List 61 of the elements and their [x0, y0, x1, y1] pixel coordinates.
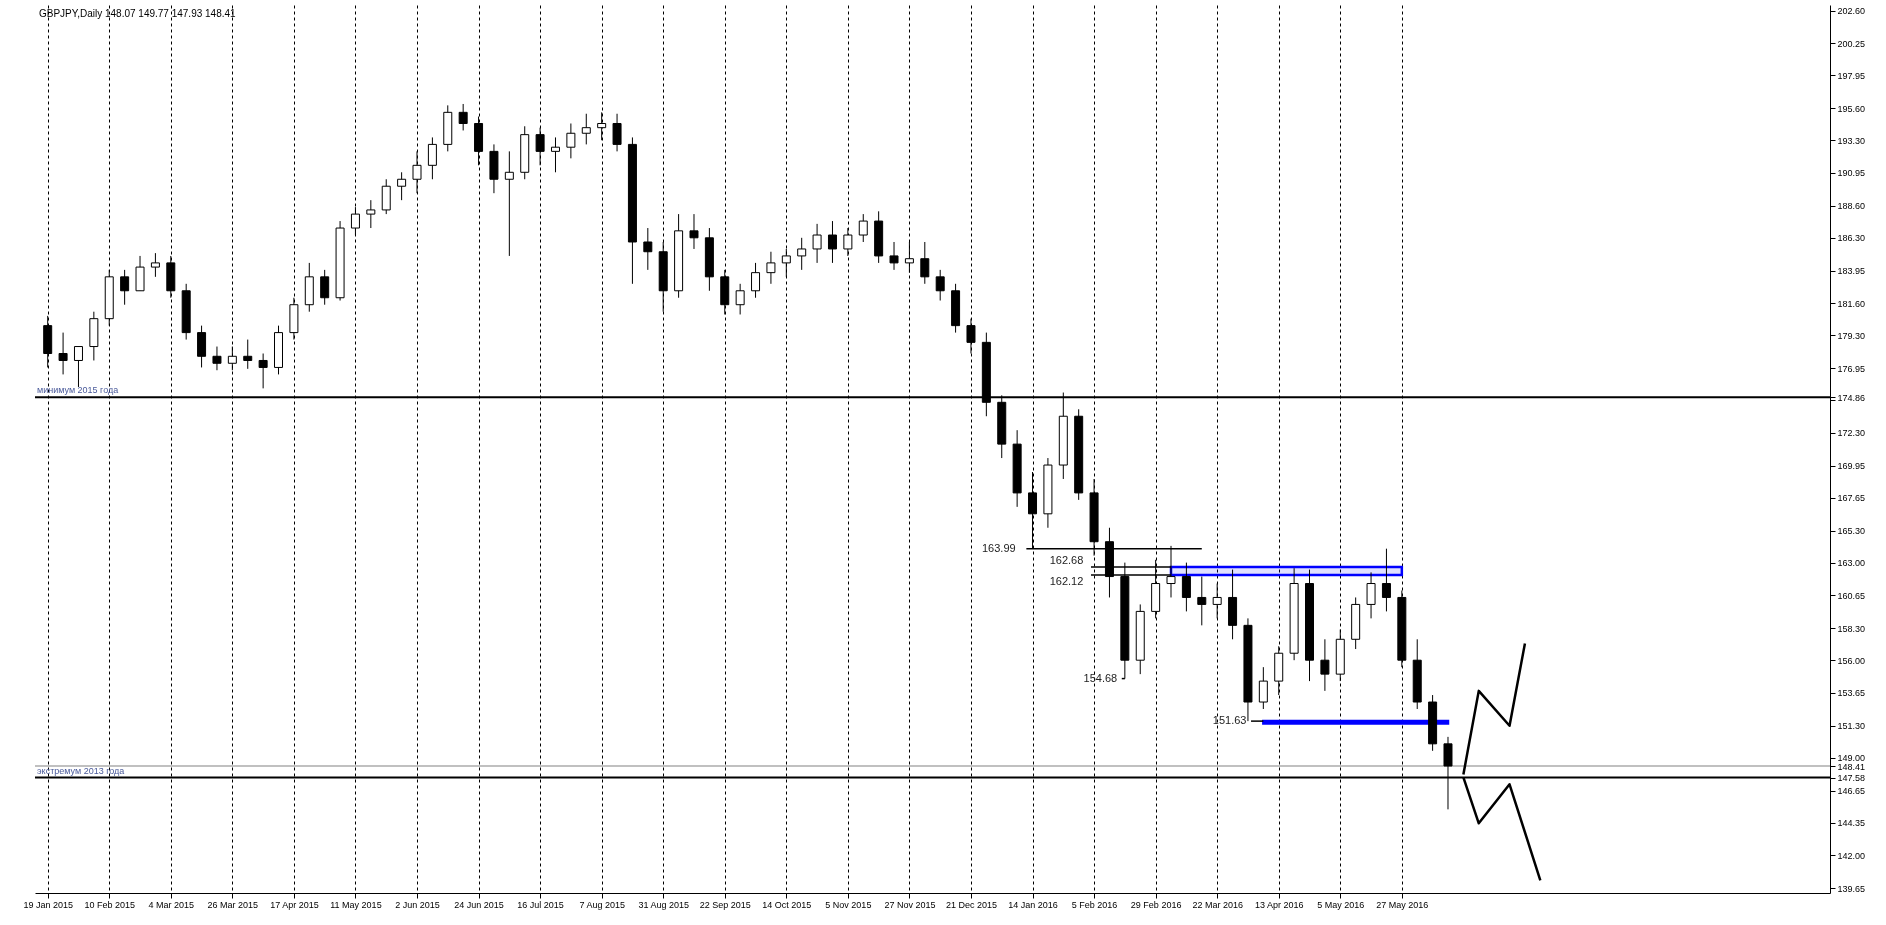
x-tick-label: 27 May 2016 — [1376, 899, 1429, 910]
chart-title: GBPJPY,Daily 148.07 149.77 147.93 148.41 — [39, 8, 237, 19]
y-tick-label: 147.58 — [1837, 773, 1866, 784]
y-tick-label: 188.60 — [1837, 201, 1866, 212]
x-tick-label: 5 Feb 2016 — [1071, 899, 1118, 910]
y-tick-label: 148.41 — [1837, 761, 1866, 772]
ref-line-label: 163.99 — [982, 541, 1016, 554]
y-tick-label: 183.95 — [1837, 266, 1866, 277]
y-tick-label: 146.65 — [1837, 786, 1866, 797]
x-tick-label: 14 Jan 2016 — [1008, 899, 1058, 910]
x-tick-label: 16 Jul 2015 — [517, 899, 564, 910]
y-tick-label: 151.30 — [1837, 721, 1866, 732]
x-tick-label: 4 Mar 2015 — [148, 899, 195, 910]
x-tick-label: 13 Apr 2016 — [1254, 899, 1304, 910]
ref-line-label: минимум 2015 года — [37, 385, 119, 396]
y-tick-label: 165.30 — [1837, 526, 1866, 537]
y-tick-label: 200.25 — [1837, 38, 1866, 49]
y-tick-label: 179.30 — [1837, 330, 1866, 341]
y-tick-label: 190.95 — [1837, 168, 1866, 179]
x-tick-label: 24 Jun 2015 — [454, 899, 504, 910]
x-tick-label: 7 Aug 2015 — [579, 899, 625, 910]
y-tick-label: 195.60 — [1837, 103, 1866, 114]
y-tick-label: 202.60 — [1837, 6, 1866, 17]
x-tick-label: 27 Nov 2015 — [884, 899, 936, 910]
x-tick-label: 14 Oct 2015 — [762, 899, 812, 910]
x-tick-label: 29 Feb 2016 — [1130, 899, 1182, 910]
y-tick-label: 144.35 — [1837, 818, 1866, 829]
y-tick-label: 197.95 — [1837, 70, 1866, 81]
x-tick-label: 31 Aug 2015 — [638, 899, 689, 910]
x-tick-label: 21 Dec 2015 — [945, 899, 997, 910]
x-tick-label: 19 Jan 2015 — [23, 899, 73, 910]
y-tick-label: 163.00 — [1837, 558, 1866, 569]
ref-line-label: 162.68 — [1049, 554, 1084, 567]
y-tick-label: 153.65 — [1837, 688, 1866, 699]
y-tick-label: 139.65 — [1837, 883, 1866, 894]
y-tick-label: 174.86 — [1837, 392, 1866, 403]
y-tick-label: 149.00 — [1837, 753, 1866, 764]
x-tick-label: 22 Mar 2016 — [1192, 899, 1243, 910]
x-tick-label: 17 Apr 2015 — [270, 899, 319, 910]
ref-line-label: 154.68 — [1083, 671, 1118, 684]
x-tick-label: 26 Mar 2015 — [207, 899, 259, 910]
y-tick-label: 167.65 — [1837, 493, 1866, 504]
ref-line-label: 151.63 — [1212, 714, 1247, 727]
x-tick-label: 2 Jun 2015 — [395, 899, 440, 910]
x-tick-label: 5 Nov 2015 — [825, 899, 872, 910]
ref-line-label: экстремум 2013 года — [37, 765, 125, 776]
y-tick-label: 181.60 — [1837, 298, 1866, 309]
y-tick-label: 142.00 — [1837, 850, 1866, 861]
y-tick-label: 186.30 — [1837, 233, 1866, 244]
y-tick-label: 176.95 — [1837, 363, 1866, 374]
y-tick-label: 172.30 — [1837, 428, 1866, 439]
y-tick-label: 158.30 — [1837, 623, 1866, 634]
x-tick-label: 10 Feb 2015 — [84, 899, 136, 910]
y-tick-label: 169.95 — [1837, 461, 1866, 472]
y-tick-label: 193.30 — [1837, 135, 1866, 146]
y-tick-label: 160.65 — [1837, 590, 1866, 601]
x-tick-label: 22 Sep 2015 — [699, 899, 751, 910]
x-tick-label: 5 May 2016 — [1317, 899, 1365, 910]
y-tick-label: 156.00 — [1837, 655, 1866, 666]
x-tick-label: 11 May 2015 — [330, 899, 382, 910]
ref-line-label: 162.12 — [1049, 574, 1084, 587]
